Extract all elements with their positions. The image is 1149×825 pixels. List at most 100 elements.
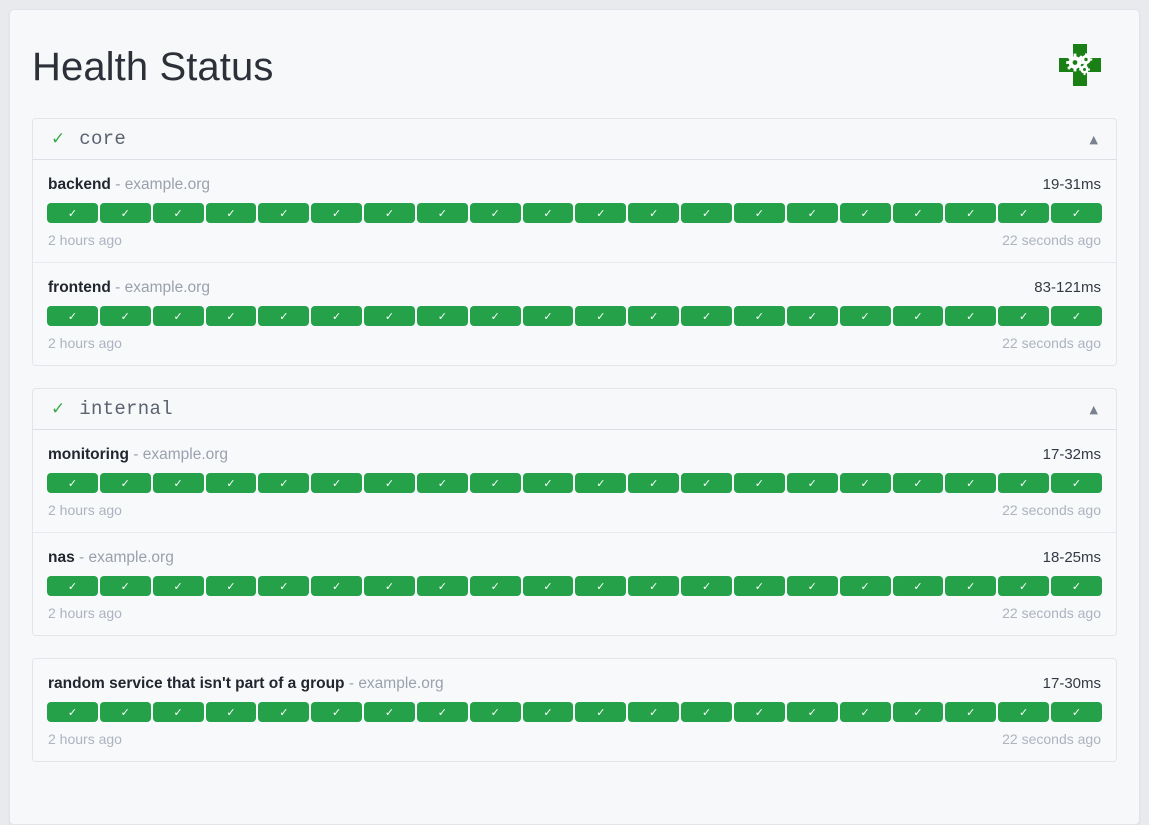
- status-cell-up[interactable]: ✓: [733, 576, 785, 596]
- status-cell-up[interactable]: ✓: [416, 702, 468, 722]
- status-cell-up[interactable]: ✓: [47, 306, 98, 326]
- group-header-internal[interactable]: ✓ internal ▲: [32, 388, 1117, 430]
- status-cell-up[interactable]: ✓: [364, 576, 415, 596]
- status-cell-up[interactable]: ✓: [364, 473, 415, 493]
- status-cell-up[interactable]: ✓: [681, 576, 732, 596]
- status-cell-up[interactable]: ✓: [311, 702, 363, 722]
- status-cell-up[interactable]: ✓: [152, 576, 204, 596]
- status-history-strip[interactable]: ✓ ✓ ✓ ✓ ✓ ✓ ✓ ✓ ✓ ✓ ✓ ✓ ✓ ✓ ✓ ✓ ✓ ✓ ✓ ✓: [47, 702, 1102, 722]
- status-cell-up[interactable]: ✓: [47, 576, 98, 596]
- status-cell-up[interactable]: ✓: [575, 473, 627, 493]
- status-cell-up[interactable]: ✓: [152, 306, 204, 326]
- status-cell-up[interactable]: ✓: [311, 306, 363, 326]
- status-cell-up[interactable]: ✓: [469, 576, 521, 596]
- status-cell-up[interactable]: ✓: [47, 702, 98, 722]
- status-cell-up[interactable]: ✓: [469, 306, 521, 326]
- status-cell-up[interactable]: ✓: [839, 576, 891, 596]
- status-cell-up[interactable]: ✓: [575, 203, 627, 223]
- status-cell-up[interactable]: ✓: [945, 702, 997, 722]
- status-cell-up[interactable]: ✓: [1051, 203, 1102, 223]
- status-history-strip[interactable]: ✓ ✓ ✓ ✓ ✓ ✓ ✓ ✓ ✓ ✓ ✓ ✓ ✓ ✓ ✓ ✓ ✓ ✓ ✓ ✓: [47, 203, 1102, 223]
- status-cell-up[interactable]: ✓: [945, 306, 997, 326]
- status-history-strip[interactable]: ✓ ✓ ✓ ✓ ✓ ✓ ✓ ✓ ✓ ✓ ✓ ✓ ✓ ✓ ✓ ✓ ✓ ✓ ✓ ✓: [47, 576, 1102, 596]
- status-cell-up[interactable]: ✓: [892, 203, 944, 223]
- status-cell-up[interactable]: ✓: [522, 702, 574, 722]
- status-cell-up[interactable]: ✓: [522, 203, 574, 223]
- status-cell-up[interactable]: ✓: [945, 203, 997, 223]
- status-cell-up[interactable]: ✓: [839, 702, 891, 722]
- status-cell-up[interactable]: ✓: [892, 702, 944, 722]
- status-cell-up[interactable]: ✓: [47, 473, 98, 493]
- status-cell-up[interactable]: ✓: [416, 576, 468, 596]
- status-cell-up[interactable]: ✓: [628, 576, 680, 596]
- status-cell-up[interactable]: ✓: [205, 306, 257, 326]
- status-cell-up[interactable]: ✓: [99, 306, 151, 326]
- status-cell-up[interactable]: ✓: [681, 306, 732, 326]
- status-cell-up[interactable]: ✓: [258, 203, 310, 223]
- status-cell-up[interactable]: ✓: [733, 473, 785, 493]
- status-cell-up[interactable]: ✓: [575, 702, 627, 722]
- status-cell-up[interactable]: ✓: [628, 203, 680, 223]
- status-cell-up[interactable]: ✓: [1051, 473, 1102, 493]
- status-cell-up[interactable]: ✓: [839, 306, 891, 326]
- service-row[interactable]: random service that isn't part of a grou…: [33, 659, 1116, 761]
- status-cell-up[interactable]: ✓: [1051, 576, 1102, 596]
- status-cell-up[interactable]: ✓: [892, 306, 944, 326]
- status-cell-up[interactable]: ✓: [1051, 702, 1102, 722]
- status-cell-up[interactable]: ✓: [258, 473, 310, 493]
- chevron-up-icon[interactable]: ▲: [1089, 402, 1098, 416]
- status-cell-up[interactable]: ✓: [99, 576, 151, 596]
- status-cell-up[interactable]: ✓: [1051, 306, 1102, 326]
- status-cell-up[interactable]: ✓: [416, 473, 468, 493]
- status-cell-up[interactable]: ✓: [99, 702, 151, 722]
- status-cell-up[interactable]: ✓: [416, 203, 468, 223]
- status-cell-up[interactable]: ✓: [733, 306, 785, 326]
- status-cell-up[interactable]: ✓: [681, 203, 732, 223]
- status-cell-up[interactable]: ✓: [628, 702, 680, 722]
- status-cell-up[interactable]: ✓: [99, 203, 151, 223]
- status-cell-up[interactable]: ✓: [522, 306, 574, 326]
- group-header-core[interactable]: ✓ core ▲: [32, 118, 1117, 160]
- service-row[interactable]: monitoring - example.org 17-32ms ✓ ✓ ✓ ✓ ✓ ✓ ✓…: [33, 430, 1116, 533]
- status-cell-up[interactable]: ✓: [311, 576, 363, 596]
- status-cell-up[interactable]: ✓: [575, 576, 627, 596]
- status-cell-up[interactable]: ✓: [786, 576, 838, 596]
- status-cell-up[interactable]: ✓: [839, 473, 891, 493]
- status-cell-up[interactable]: ✓: [205, 473, 257, 493]
- status-cell-up[interactable]: ✓: [786, 203, 838, 223]
- status-cell-up[interactable]: ✓: [311, 203, 363, 223]
- status-cell-up[interactable]: ✓: [416, 306, 468, 326]
- status-cell-up[interactable]: ✓: [575, 306, 627, 326]
- status-cell-up[interactable]: ✓: [628, 473, 680, 493]
- service-row[interactable]: nas - example.org 18-25ms ✓ ✓ ✓ ✓ ✓ ✓ ✓ ✓ ✓ ✓ ✓ ✓ ✓ ✓…: [33, 533, 1116, 635]
- status-cell-up[interactable]: ✓: [469, 203, 521, 223]
- status-cell-up[interactable]: ✓: [786, 306, 838, 326]
- status-cell-up[interactable]: ✓: [152, 702, 204, 722]
- status-cell-up[interactable]: ✓: [311, 473, 363, 493]
- status-cell-up[interactable]: ✓: [364, 702, 415, 722]
- status-cell-up[interactable]: ✓: [998, 576, 1050, 596]
- status-history-strip[interactable]: ✓ ✓ ✓ ✓ ✓ ✓ ✓ ✓ ✓ ✓ ✓ ✓ ✓ ✓ ✓ ✓ ✓ ✓ ✓ ✓: [47, 306, 1102, 326]
- status-cell-up[interactable]: ✓: [786, 702, 838, 722]
- status-cell-up[interactable]: ✓: [522, 576, 574, 596]
- status-cell-up[interactable]: ✓: [998, 473, 1050, 493]
- status-cell-up[interactable]: ✓: [786, 473, 838, 493]
- status-cell-up[interactable]: ✓: [99, 473, 151, 493]
- status-cell-up[interactable]: ✓: [733, 702, 785, 722]
- chevron-up-icon[interactable]: ▲: [1089, 132, 1098, 146]
- status-cell-up[interactable]: ✓: [47, 203, 98, 223]
- status-history-strip[interactable]: ✓ ✓ ✓ ✓ ✓ ✓ ✓ ✓ ✓ ✓ ✓ ✓ ✓ ✓ ✓ ✓ ✓ ✓ ✓ ✓: [47, 473, 1102, 493]
- status-cell-up[interactable]: ✓: [152, 203, 204, 223]
- status-cell-up[interactable]: ✓: [998, 702, 1050, 722]
- status-cell-up[interactable]: ✓: [258, 702, 310, 722]
- status-cell-up[interactable]: ✓: [892, 473, 944, 493]
- status-cell-up[interactable]: ✓: [945, 473, 997, 493]
- status-cell-up[interactable]: ✓: [681, 702, 732, 722]
- status-cell-up[interactable]: ✓: [364, 203, 415, 223]
- status-cell-up[interactable]: ✓: [469, 473, 521, 493]
- status-cell-up[interactable]: ✓: [892, 576, 944, 596]
- status-cell-up[interactable]: ✓: [205, 203, 257, 223]
- status-cell-up[interactable]: ✓: [469, 702, 521, 722]
- status-cell-up[interactable]: ✓: [258, 306, 310, 326]
- status-cell-up[interactable]: ✓: [998, 306, 1050, 326]
